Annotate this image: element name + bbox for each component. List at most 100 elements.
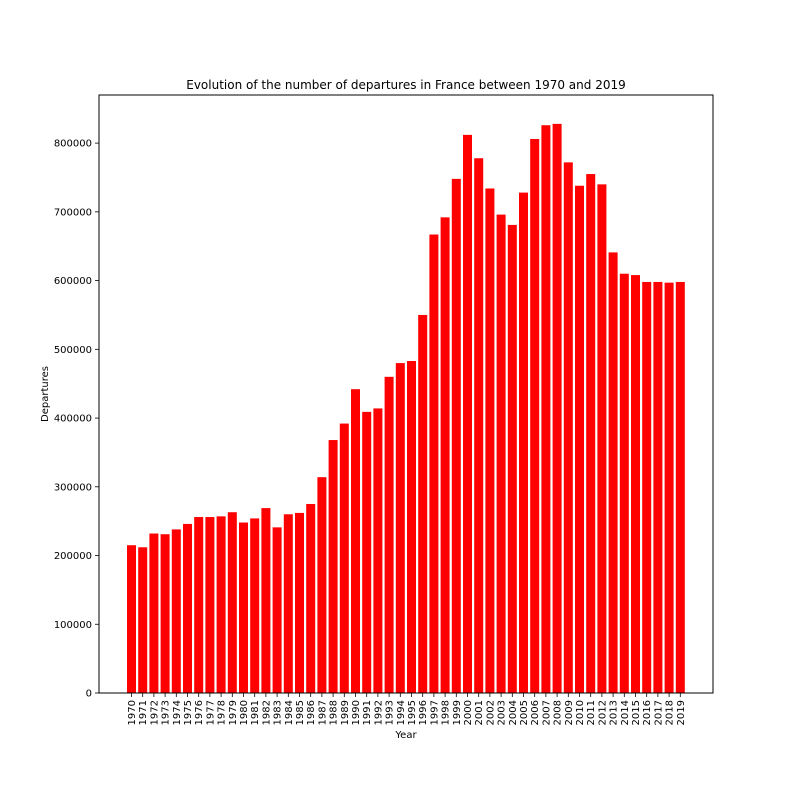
- x-tick-label-1971: 1971: [138, 700, 149, 725]
- x-tick-label-2005: 2005: [519, 700, 530, 725]
- x-tick-label-2006: 2006: [530, 700, 541, 725]
- bar-1997: [429, 234, 439, 693]
- x-axis-label: Year: [394, 730, 417, 741]
- x-tick-label-1986: 1986: [306, 700, 317, 725]
- bar-2016: [642, 281, 652, 693]
- x-tick-label-1993: 1993: [385, 700, 396, 725]
- x-tick-label-2015: 2015: [631, 700, 642, 725]
- y-tick-label-200000: 200000: [54, 551, 92, 562]
- bar-1986: [306, 503, 316, 693]
- x-tick-label-1973: 1973: [161, 700, 172, 725]
- y-axis-label: Departures: [40, 366, 51, 422]
- bar-1970: [127, 545, 136, 693]
- bar-2010: [575, 185, 584, 694]
- bar-2000: [463, 134, 472, 693]
- bar-1980: [239, 522, 248, 693]
- x-tick-label-1988: 1988: [329, 700, 340, 725]
- bar-1974: [171, 529, 181, 693]
- x-tick-label-2010: 2010: [575, 700, 586, 725]
- bar-1987: [317, 477, 327, 693]
- bar-2004: [507, 224, 517, 693]
- plot-frame: [98, 94, 714, 694]
- x-axis: 1970 1971 1972 1973 1974 1975 1976 1977 1978 1979…: [127, 693, 687, 725]
- bars-group: [127, 123, 685, 694]
- x-tick-label-2011: 2011: [586, 700, 597, 725]
- bar-1984: [283, 514, 293, 693]
- x-tick-label-1970: 1970: [127, 700, 138, 725]
- x-tick-label-2019: 2019: [676, 700, 687, 725]
- x-tick-label-2009: 2009: [564, 700, 575, 725]
- bar-2011: [586, 174, 596, 694]
- chart-title: Evolution of the number of departures in…: [186, 78, 625, 92]
- bar-1994: [395, 363, 405, 693]
- y-tick-label-600000: 600000: [54, 276, 92, 287]
- x-tick-label-1974: 1974: [172, 700, 183, 725]
- bar-1976: [194, 517, 204, 693]
- bar-1981: [250, 518, 260, 693]
- x-tick-label-2002: 2002: [485, 700, 496, 725]
- bar-2008: [552, 123, 562, 694]
- x-tick-label-1984: 1984: [284, 700, 295, 725]
- bar-2018: [664, 282, 674, 693]
- bar-1983: [272, 527, 282, 693]
- x-tick-label-2014: 2014: [620, 700, 631, 725]
- x-tick-label-1972: 1972: [149, 700, 160, 725]
- bar-2019: [675, 281, 685, 693]
- bar-2013: [608, 252, 618, 693]
- x-tick-label-1995: 1995: [407, 700, 418, 725]
- y-tick-label-100000: 100000: [54, 620, 92, 631]
- bar-2006: [530, 138, 540, 694]
- x-tick-label-2017: 2017: [653, 700, 664, 725]
- x-tick-label-1978: 1978: [217, 700, 228, 725]
- bar-1985: [295, 512, 304, 693]
- bar-1982: [261, 508, 271, 693]
- x-tick-label-2013: 2013: [609, 700, 620, 725]
- bar-1993: [384, 376, 394, 693]
- bar-2015: [631, 275, 640, 693]
- x-tick-label-1977: 1977: [205, 700, 216, 725]
- bar-1999: [451, 178, 461, 694]
- bar-2003: [496, 214, 506, 693]
- y-tick-label-300000: 300000: [54, 482, 92, 493]
- bar-2005: [519, 192, 528, 693]
- bar-2014: [619, 273, 629, 693]
- x-tick-label-1987: 1987: [317, 700, 328, 725]
- bar-1998: [440, 217, 450, 693]
- bar-1996: [418, 314, 428, 693]
- x-tick-label-1983: 1983: [273, 700, 284, 725]
- bar-2007: [541, 125, 551, 694]
- bar-1973: [160, 534, 170, 693]
- x-tick-label-2001: 2001: [474, 700, 485, 725]
- y-tick-label-500000: 500000: [54, 345, 92, 356]
- bar-1977: [205, 517, 215, 693]
- bar-1972: [149, 533, 159, 693]
- x-tick-label-1991: 1991: [362, 700, 373, 725]
- bar-2002: [485, 188, 495, 694]
- x-tick-label-2000: 2000: [463, 700, 474, 725]
- x-tick-label-2018: 2018: [665, 700, 676, 725]
- x-tick-label-1979: 1979: [228, 700, 239, 725]
- bar-2009: [563, 162, 573, 694]
- x-tick-label-1989: 1989: [340, 700, 351, 725]
- x-tick-label-1992: 1992: [373, 700, 384, 725]
- bar-1979: [227, 512, 237, 693]
- x-tick-label-1976: 1976: [194, 700, 205, 725]
- bar-1995: [407, 361, 416, 693]
- x-tick-label-1975: 1975: [183, 700, 194, 725]
- x-tick-label-1990: 1990: [351, 700, 362, 725]
- x-tick-label-1985: 1985: [295, 700, 306, 725]
- x-tick-label-1994: 1994: [396, 700, 407, 725]
- y-axis: 0 100000 200000 300000 400000 500000 600000 700…: [54, 139, 99, 700]
- bar-1978: [216, 516, 226, 693]
- bar-2017: [653, 281, 663, 693]
- bar-2001: [474, 158, 484, 694]
- bar-1971: [138, 547, 148, 693]
- y-tick-label-400000: 400000: [54, 414, 92, 425]
- x-tick-label-2004: 2004: [508, 700, 519, 725]
- bar-1990: [351, 389, 360, 693]
- bar-1992: [373, 408, 383, 693]
- x-tick-label-2007: 2007: [541, 700, 552, 725]
- bar-1989: [339, 423, 349, 693]
- x-tick-label-1999: 1999: [452, 700, 463, 725]
